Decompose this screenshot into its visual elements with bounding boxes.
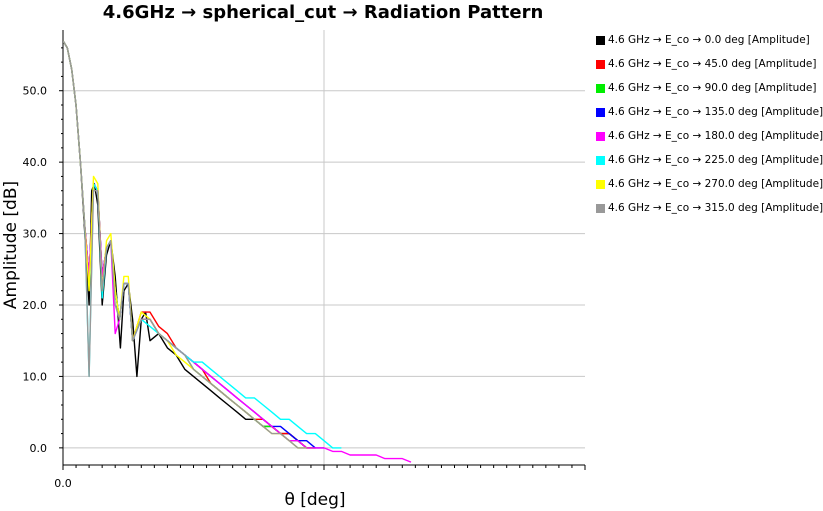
- x-tick-label: 0.0: [54, 477, 72, 490]
- legend-swatch: [596, 179, 605, 189]
- legend-label: 4.6 GHz → E_co → 180.0 deg [Amplitude]: [608, 130, 823, 142]
- legend-item[interactable]: 4.6 GHz → E_co → 135.0 deg [Amplitude]: [596, 100, 823, 124]
- series-line-3: [63, 40, 324, 449]
- legend: 4.6 GHz → E_co → 0.0 deg [Amplitude] 4.6 …: [596, 28, 823, 220]
- y-tick-label: 50.0: [23, 85, 48, 98]
- legend-label: 4.6 GHz → E_co → 270.0 deg [Amplitude]: [608, 178, 823, 190]
- legend-swatch: [596, 155, 605, 165]
- axes: [59, 30, 586, 470]
- legend-item[interactable]: 4.6 GHz → E_co → 0.0 deg [Amplitude]: [596, 28, 821, 52]
- legend-item[interactable]: 4.6 GHz → E_co → 45.0 deg [Amplitude]: [596, 52, 821, 76]
- legend-swatch: [596, 203, 605, 213]
- legend-swatch: [596, 107, 605, 117]
- legend-label: 4.6 GHz → E_co → 225.0 deg [Amplitude]: [608, 154, 823, 166]
- y-tick-label: 0.0: [30, 442, 48, 455]
- chart-title: 4.6GHz → spherical_cut → Radiation Patte…: [102, 2, 544, 23]
- y-tick-label: 30.0: [23, 228, 48, 241]
- tick-labels: 0.0 10.0 20.0 30.0 40.0 50.0 0.0: [23, 85, 72, 490]
- legend-label: 4.6 GHz → E_co → 90.0 deg [Amplitude]: [608, 82, 817, 94]
- legend-item[interactable]: 4.6 GHz → E_co → 225.0 deg [Amplitude]: [596, 148, 823, 172]
- series-line-7: [63, 40, 307, 449]
- grid: [63, 30, 585, 465]
- legend-swatch: [596, 59, 605, 69]
- legend-label: 4.6 GHz → E_co → 315.0 deg [Amplitude]: [608, 202, 823, 214]
- y-tick-label: 20.0: [23, 299, 48, 312]
- legend-label: 4.6 GHz → E_co → 45.0 deg [Amplitude]: [608, 58, 817, 70]
- legend-swatch: [596, 83, 605, 93]
- legend-label: 4.6 GHz → E_co → 0.0 deg [Amplitude]: [608, 34, 810, 46]
- series-line-5: [63, 40, 342, 449]
- legend-label: 4.6 GHz → E_co → 135.0 deg [Amplitude]: [608, 106, 823, 118]
- x-axis-label: θ [deg]: [284, 490, 346, 510]
- y-tick-label: 10.0: [23, 370, 48, 383]
- legend-item[interactable]: 4.6 GHz → E_co → 90.0 deg [Amplitude]: [596, 76, 821, 100]
- legend-swatch: [596, 131, 605, 141]
- y-tick-label: 40.0: [23, 156, 48, 169]
- legend-item[interactable]: 4.6 GHz → E_co → 270.0 deg [Amplitude]: [596, 172, 823, 196]
- legend-swatch: [596, 35, 605, 45]
- legend-item[interactable]: 4.6 GHz → E_co → 315.0 deg [Amplitude]: [596, 196, 823, 220]
- series-layer: [63, 40, 412, 463]
- series-line-4: [63, 40, 412, 463]
- legend-item[interactable]: 4.6 GHz → E_co → 180.0 deg [Amplitude]: [596, 124, 823, 148]
